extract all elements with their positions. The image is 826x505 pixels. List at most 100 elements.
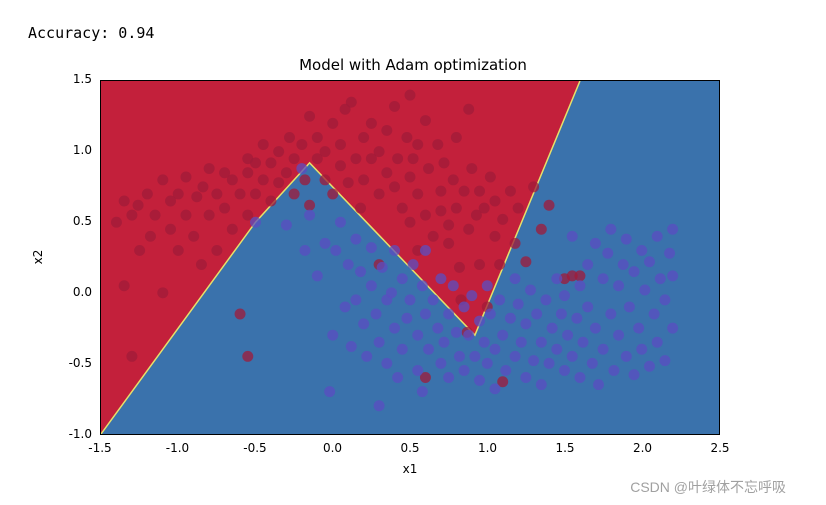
data-point xyxy=(374,146,385,157)
data-point xyxy=(451,203,462,214)
data-point xyxy=(296,163,307,174)
data-point xyxy=(180,210,191,221)
data-point xyxy=(587,358,598,369)
data-point xyxy=(142,188,153,199)
data-point xyxy=(513,299,524,310)
data-point xyxy=(423,163,434,174)
data-point xyxy=(386,287,397,298)
data-point xyxy=(605,224,616,235)
data-point xyxy=(340,301,351,312)
data-point xyxy=(435,273,446,284)
y-axis-label: x2 xyxy=(31,250,45,265)
data-point xyxy=(505,186,516,197)
data-point xyxy=(355,203,366,214)
data-point xyxy=(528,355,539,366)
data-point xyxy=(562,330,573,341)
x-tick: -1.5 xyxy=(80,441,120,455)
data-point xyxy=(629,369,640,380)
data-point xyxy=(574,280,585,291)
data-point xyxy=(355,266,366,277)
data-point xyxy=(593,379,604,390)
data-point xyxy=(366,118,377,129)
data-point xyxy=(235,188,246,199)
x-tick: 1.0 xyxy=(468,441,508,455)
data-point xyxy=(443,372,454,383)
data-point xyxy=(644,256,655,267)
data-point xyxy=(401,313,412,324)
data-point xyxy=(443,220,454,231)
data-point xyxy=(451,327,462,338)
data-point xyxy=(173,245,184,256)
data-point xyxy=(235,309,246,320)
data-point xyxy=(389,181,400,192)
data-point xyxy=(150,210,161,221)
data-point xyxy=(284,132,295,143)
data-point xyxy=(520,256,531,267)
x-tick: 1.5 xyxy=(545,441,585,455)
data-point xyxy=(204,210,215,221)
data-point xyxy=(389,101,400,112)
data-point xyxy=(485,172,496,183)
data-point xyxy=(489,196,500,207)
data-point xyxy=(397,273,408,284)
data-point xyxy=(405,217,416,228)
data-point xyxy=(417,280,428,291)
data-point xyxy=(126,210,137,221)
data-point xyxy=(250,157,261,168)
data-point xyxy=(119,280,130,291)
data-point xyxy=(250,217,261,228)
data-point xyxy=(335,160,346,171)
data-point xyxy=(432,139,443,150)
data-point xyxy=(381,125,392,136)
data-point xyxy=(482,280,493,291)
data-point xyxy=(459,186,470,197)
data-point xyxy=(197,181,208,192)
data-point xyxy=(633,323,644,334)
data-point xyxy=(420,115,431,126)
data-point xyxy=(412,330,423,341)
data-point xyxy=(652,231,663,242)
data-point xyxy=(432,323,443,334)
data-point xyxy=(639,285,650,296)
y-tick: -0.5 xyxy=(52,356,92,357)
data-point xyxy=(474,186,485,197)
data-point xyxy=(281,167,292,178)
data-point xyxy=(405,172,416,183)
data-point xyxy=(485,309,496,320)
data-point xyxy=(281,220,292,231)
data-point xyxy=(459,301,470,312)
data-point xyxy=(265,157,276,168)
data-point xyxy=(405,294,416,305)
data-point xyxy=(489,383,500,394)
data-point xyxy=(358,132,369,143)
data-point xyxy=(346,341,357,352)
data-point xyxy=(474,316,485,327)
data-point xyxy=(343,259,354,270)
data-point xyxy=(412,139,423,150)
data-point xyxy=(479,337,490,348)
data-point xyxy=(536,379,547,390)
data-point xyxy=(242,351,253,362)
accuracy-text: Accuracy: 0.94 xyxy=(28,24,154,42)
data-point xyxy=(466,163,477,174)
data-point xyxy=(358,174,369,185)
data-point xyxy=(513,203,524,214)
y-tick: -1.0 xyxy=(52,427,92,428)
data-point xyxy=(435,358,446,369)
x-tick: 0.5 xyxy=(390,441,430,455)
y-tick: 1.5 xyxy=(52,72,92,73)
y-tick: 1.0 xyxy=(52,143,92,144)
data-point xyxy=(219,203,230,214)
data-point xyxy=(494,259,505,270)
plot-area xyxy=(100,80,720,435)
data-point xyxy=(590,238,601,249)
data-point xyxy=(134,245,145,256)
x-tick: 2.5 xyxy=(700,441,740,455)
data-point xyxy=(613,330,624,341)
data-point xyxy=(644,361,655,372)
data-point xyxy=(551,273,562,284)
data-point xyxy=(188,231,199,242)
data-point xyxy=(582,259,593,270)
data-point xyxy=(374,188,385,199)
x-tick: 2.0 xyxy=(623,441,663,455)
